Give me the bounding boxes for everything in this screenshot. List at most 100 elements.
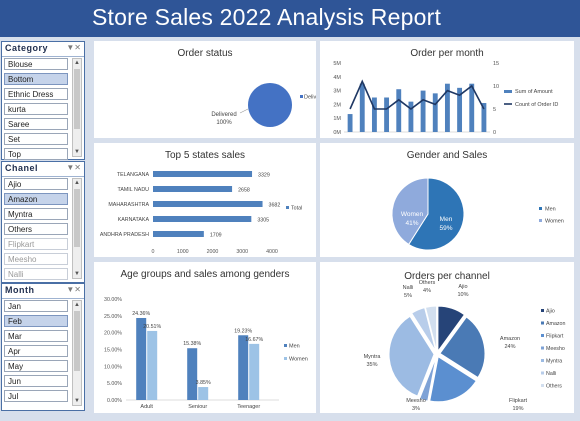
clear-filter-icon[interactable]: ▼✕ <box>66 163 81 172</box>
top5-states-panel: Top 5 states sales TELANGANA 3329 TAMIL NA… <box>94 143 316 257</box>
category-slicer-header: Category ▼✕ <box>2 42 84 57</box>
legend-swatch <box>541 384 544 387</box>
channel-slicer-item[interactable]: Amazon <box>4 193 68 205</box>
category-slicer-item[interactable]: Blouse <box>4 58 68 70</box>
data-label: 3% <box>412 406 420 412</box>
legend-label: Delivered <box>304 95 316 101</box>
x-tick-label: 12 <box>484 137 485 138</box>
scroll-down-icon[interactable]: ▼ <box>74 398 80 404</box>
category-slicer-list: Blouse Bottom Ethnic Dress kurta Saree Set Top <box>4 58 68 163</box>
channel-scrollbar[interactable]: ▲ ▼ <box>72 178 82 279</box>
data-label: 3682 <box>269 203 281 209</box>
channel-slicer-item[interactable]: Myntra <box>4 208 68 220</box>
data-label: Meesho <box>406 398 426 404</box>
data-label: Women <box>401 211 424 218</box>
category-slicer-item[interactable]: Top <box>4 148 68 160</box>
channel-slicer-item[interactable]: Flipkart <box>4 238 68 250</box>
legend-swatch <box>541 309 544 312</box>
clear-filter-icon[interactable]: ▼✕ <box>66 285 81 294</box>
data-label: 10% <box>457 292 468 298</box>
y-tick-label: 20.00% <box>104 331 122 337</box>
scroll-down-icon[interactable]: ▼ <box>74 271 80 277</box>
x-tick-label: 6 <box>411 137 412 138</box>
legend-label: Flipkart <box>546 334 564 340</box>
category-slicer-item[interactable]: Bottom <box>4 73 68 85</box>
month-slicer-item[interactable]: Mar <box>4 330 68 342</box>
month-slicer-title: Month <box>5 285 35 295</box>
legend-swatch <box>539 219 542 222</box>
data-label: 35% <box>366 362 377 368</box>
data-label: 2658 <box>238 188 250 194</box>
scroll-up-icon[interactable]: ▲ <box>74 60 80 66</box>
category-scrollbar[interactable]: ▲ ▼ <box>72 58 82 157</box>
bar <box>153 201 263 207</box>
channel-slicer-item[interactable]: Nalli <box>4 268 68 280</box>
top5-states-chart: TELANGANA 3329 TAMIL NADU 2658 MAHARASHTRA 36… <box>100 171 302 255</box>
scroll-up-icon[interactable]: ▲ <box>74 302 80 308</box>
x-tick-label: Seniour <box>188 404 207 410</box>
scroll-down-icon[interactable]: ▼ <box>74 149 80 155</box>
month-slicer-item[interactable]: Jun <box>4 375 68 387</box>
clear-filter-icon[interactable]: ▼✕ <box>66 43 81 52</box>
category-label: MAHARASHTRA <box>108 202 149 208</box>
chart-title: Order status <box>177 48 233 59</box>
category-slicer-item[interactable]: Saree <box>4 118 68 130</box>
data-label: 4% <box>423 288 431 294</box>
data-label: 19% <box>512 406 523 412</box>
y2-tick-label: 10 <box>493 84 499 90</box>
scroll-up-icon[interactable]: ▲ <box>74 180 80 186</box>
category-slicer-item[interactable]: Ethnic Dress <box>4 88 68 100</box>
scroll-thumb[interactable] <box>74 69 80 129</box>
legend-label: Women <box>545 219 564 225</box>
age-groups-chart: 0.00% 5.00% 10.00% 15.00% 20.00% 25.00% 30.00%… <box>104 297 308 410</box>
legend-label: Meesho <box>546 346 565 352</box>
chart-title: Order per month <box>410 48 484 59</box>
order-per-month-panel: Order per month 0M1M2M3M4M5M051015123456… <box>320 41 574 138</box>
legend-swatch <box>541 334 544 337</box>
category-slicer: Category ▼✕ Blouse Bottom Ethnic Dress kurt… <box>1 41 85 160</box>
channel-slicer-title: Chanel <box>5 163 39 173</box>
channel-slicer-list: Ajio Amazon Myntra Others Flipkart Meesho Nall… <box>4 178 68 283</box>
legend-label: Myntra <box>546 359 562 365</box>
bar <box>153 186 233 192</box>
month-slicer-item[interactable]: Feb <box>4 315 68 327</box>
bar <box>396 89 402 132</box>
y-tick-label: 5M <box>333 61 341 67</box>
month-slicer-item[interactable]: Apr <box>4 345 68 357</box>
bar <box>153 216 252 222</box>
month-scrollbar[interactable]: ▲ ▼ <box>72 300 82 406</box>
data-label: 59% <box>439 225 452 232</box>
month-slicer-item[interactable]: Jul <box>4 390 68 402</box>
bar <box>408 101 414 132</box>
bar <box>347 114 353 132</box>
data-label: Myntra <box>364 354 382 360</box>
month-slicer-item[interactable]: May <box>4 360 68 372</box>
channel-slicer-item[interactable]: Meesho <box>4 253 68 265</box>
y-tick-label: 2M <box>333 102 341 108</box>
y2-tick-label: 5 <box>493 107 496 113</box>
data-label: 3329 <box>258 173 270 179</box>
orders-per-channel-chart: Ajio 10% Amazon 24% Flipkart 19% Meesho 3% Myntr… <box>364 280 566 412</box>
month-slicer-item[interactable]: Jan <box>4 300 68 312</box>
category-label: ANDHRA PRADESH <box>100 232 149 238</box>
scroll-thumb[interactable] <box>74 189 80 247</box>
data-label: 24% <box>504 344 515 350</box>
bar <box>249 343 260 400</box>
category-slicer-item[interactable]: Set <box>4 133 68 145</box>
chart-title: Top 5 states sales <box>164 150 246 161</box>
bar <box>359 83 365 132</box>
legend-swatch <box>300 95 303 98</box>
data-label: Flipkart <box>509 398 528 404</box>
data-label: 100% <box>216 120 232 126</box>
y-tick-label: 25.00% <box>104 314 122 320</box>
data-label: 3.85% <box>196 380 211 386</box>
bar <box>432 93 438 132</box>
legend-label: Sum of Amount <box>515 89 553 95</box>
channel-slicer-item[interactable]: Others <box>4 223 68 235</box>
channel-slicer-item[interactable]: Ajio <box>4 178 68 190</box>
scroll-thumb[interactable] <box>74 311 80 371</box>
category-slicer-item[interactable]: kurta <box>4 103 68 115</box>
y-tick-label: 1M <box>333 116 341 122</box>
data-label: Nalli <box>403 285 414 291</box>
x-tick-label: 0 <box>152 249 155 255</box>
